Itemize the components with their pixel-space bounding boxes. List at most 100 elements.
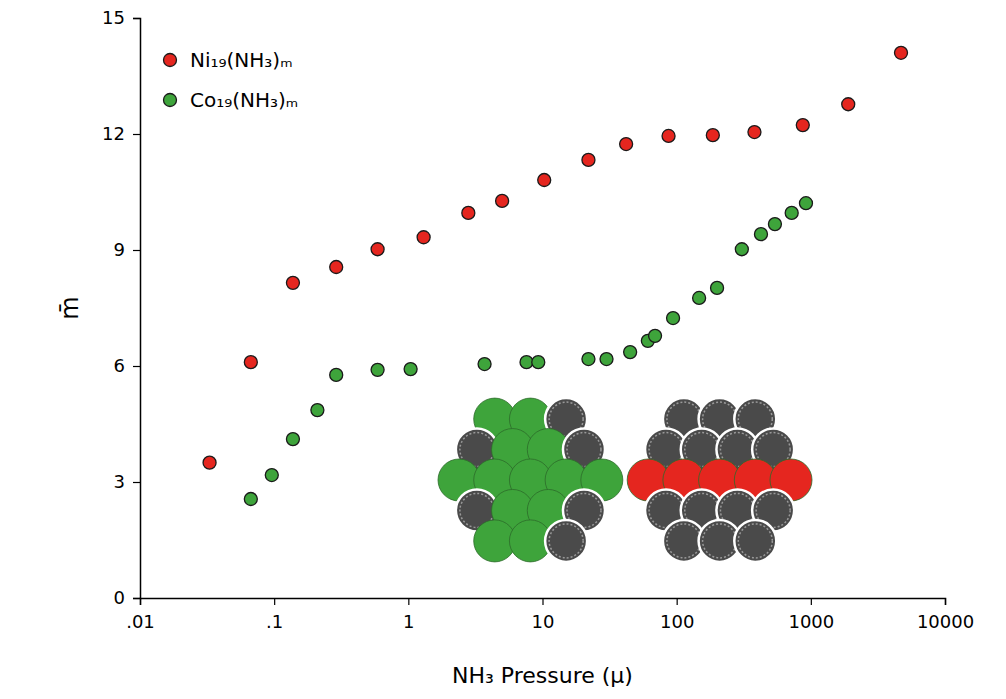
x-tick-mark: [677, 598, 678, 605]
point: [286, 433, 299, 446]
x-tick-mark: [945, 598, 946, 605]
x-axis-line: [141, 599, 946, 606]
x-axis: .01 .1 1 10 100 1000 10000: [126, 598, 974, 632]
data-area: [203, 46, 907, 505]
y-tick-mark: [133, 250, 140, 251]
x-tick: 1000: [788, 598, 834, 632]
point: [330, 368, 343, 381]
y-tick-label: 6: [114, 355, 125, 376]
point: [265, 469, 278, 482]
point: [624, 346, 637, 359]
y-tick-label: 3: [114, 471, 125, 492]
y-axis: 0 3 6 9 12 15: [102, 7, 140, 608]
legend: Ni₁₉(NH₃)ₘ Co₁₉(NH₃)ₘ: [164, 48, 299, 112]
point: [735, 243, 748, 256]
atom: [545, 520, 587, 562]
y-tick-mark: [133, 18, 140, 19]
point: [244, 493, 257, 506]
point: [895, 46, 908, 59]
point: [286, 276, 299, 289]
point: [404, 363, 417, 376]
y-tick-label: 0: [114, 587, 125, 608]
legend-label: Co₁₉(NH₃)ₘ: [190, 88, 298, 112]
series: [244, 197, 812, 506]
point: [417, 231, 430, 244]
x-tick: 1: [403, 598, 414, 632]
x-tick-mark: [274, 598, 275, 605]
y-tick: 9: [114, 239, 140, 260]
y-tick-mark: [133, 598, 140, 599]
cluster-picture: [627, 398, 812, 562]
point: [706, 129, 719, 142]
atom-texture: [667, 524, 701, 558]
y-tick: 15: [102, 7, 140, 28]
atom-texture: [703, 524, 737, 558]
point: [711, 281, 724, 294]
x-tick-label: 10000: [917, 611, 974, 632]
point: [203, 456, 216, 469]
y-tick: 3: [114, 471, 140, 492]
y-tick-mark: [133, 134, 140, 135]
x-tick-label: 1: [403, 611, 414, 632]
point: [311, 404, 324, 417]
x-tick: 10000: [917, 598, 974, 632]
point: [768, 218, 781, 231]
point: [478, 358, 491, 371]
point: [799, 197, 812, 210]
x-tick-mark: [408, 598, 409, 605]
point: [796, 119, 809, 132]
series: [203, 46, 907, 469]
point: [330, 261, 343, 274]
y-tick: 12: [102, 123, 140, 144]
chart: .01 .1 1 10 100 1000 10000 0 3 6 9 12 15 Ni₁₉(NH₃)ₘ Co…: [0, 0, 1006, 699]
point: [754, 228, 767, 241]
x-tick-label: 100: [660, 611, 694, 632]
y-tick-label: 12: [102, 123, 125, 144]
y-tick-mark: [133, 482, 140, 483]
cluster-picture: [438, 398, 623, 562]
x-tick: .01: [126, 598, 155, 632]
x-tick: 10: [532, 598, 555, 632]
point: [582, 153, 595, 166]
point: [600, 353, 613, 366]
point: [649, 329, 662, 342]
point: [532, 356, 545, 369]
atom: [734, 520, 776, 562]
point: [520, 356, 533, 369]
atom-texture: [549, 524, 583, 558]
legend-label: Ni₁₉(NH₃)ₘ: [190, 48, 293, 72]
plot: .01 .1 1 10 100 1000 10000 0 3 6 9 12 15: [102, 7, 974, 632]
x-tick-label: .01: [126, 611, 155, 632]
point: [244, 356, 257, 369]
point: [371, 243, 384, 256]
point: [462, 206, 475, 219]
y-axis-line: [133, 19, 141, 599]
legend-marker: [164, 94, 177, 107]
x-tick-label: 10: [532, 611, 555, 632]
y-axis-title: m̄: [56, 296, 84, 319]
point: [662, 129, 675, 142]
point: [785, 206, 798, 219]
x-tick: .1: [266, 598, 283, 632]
point: [667, 312, 680, 325]
atom-texture: [738, 524, 772, 558]
y-tick: 6: [114, 355, 140, 376]
x-tick-mark: [542, 598, 543, 605]
point: [693, 291, 706, 304]
point: [538, 174, 551, 187]
x-axis-title: NH₃ Pressure (μ): [452, 663, 633, 688]
point: [371, 363, 384, 376]
point: [748, 126, 761, 139]
legend-marker: [164, 54, 177, 67]
point: [496, 194, 509, 207]
x-tick-mark: [811, 598, 812, 605]
x-tick: 100: [660, 598, 694, 632]
point: [620, 138, 633, 151]
point: [842, 98, 855, 111]
point: [582, 353, 595, 366]
y-tick-label: 9: [114, 239, 125, 260]
x-tick-label: .1: [266, 611, 283, 632]
y-tick: 0: [114, 587, 140, 608]
y-tick-label: 15: [102, 7, 125, 28]
x-tick-label: 1000: [788, 611, 834, 632]
